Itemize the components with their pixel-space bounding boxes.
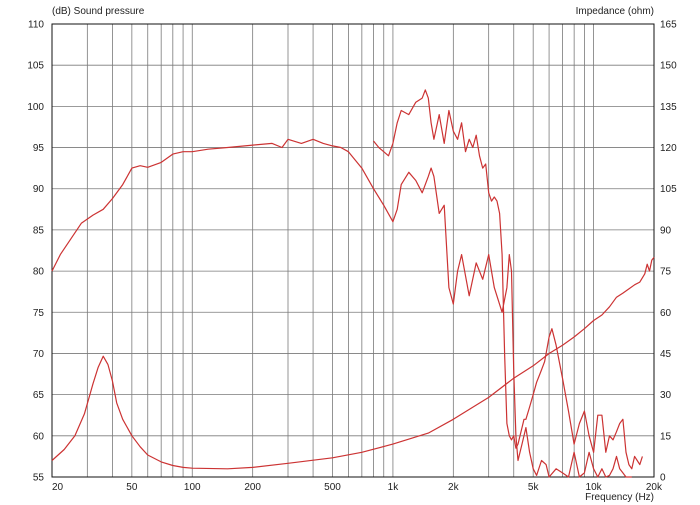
y-right-tick-label: 75 — [660, 267, 672, 278]
plot-frame — [51, 23, 655, 478]
y-right-tick-label: 165 — [660, 20, 677, 31]
sound-pressure-line-2 — [373, 89, 643, 470]
y-left-tick-label: 95 — [33, 143, 45, 154]
x-tick-label: 5k — [528, 482, 540, 493]
y-left-tick-label: 110 — [28, 20, 44, 31]
grid-lines — [52, 24, 654, 477]
x-tick-label: 20 — [52, 482, 64, 493]
y-right-tick-label: 60 — [660, 308, 672, 319]
impedance-line — [51, 257, 655, 470]
y-right-tick-label: 120 — [660, 143, 677, 154]
left-axis-label: (dB) Sound pressure — [52, 6, 145, 17]
tick-labels: 55 60 65 70 75 80 85 90 95 100 105 110 0 15 30 45 60 75 90… — [27, 20, 677, 494]
y-left-tick-label: 80 — [33, 267, 45, 278]
y-right-tick-label: 30 — [660, 390, 672, 401]
x-tick-label: 200 — [244, 482, 261, 493]
sound-pressure-line-1 — [51, 138, 632, 478]
x-axis-label: Frequency (Hz) — [585, 492, 654, 503]
y-right-tick-label: 105 — [660, 184, 677, 195]
x-tick-label: 10k — [586, 482, 603, 493]
y-left-tick-label: 105 — [27, 61, 44, 72]
y-left-tick-label: 70 — [33, 349, 45, 360]
y-right-tick-label: 15 — [660, 431, 672, 442]
y-right-tick-label: 0 — [660, 473, 666, 484]
y-left-tick-label: 75 — [33, 308, 45, 319]
x-tick-label: 500 — [324, 482, 341, 493]
x-tick-label: 1k — [388, 482, 400, 493]
x-tick-label: 2k — [448, 482, 460, 493]
y-right-tick-label: 150 — [660, 61, 677, 72]
series-layer — [51, 89, 655, 478]
y-right-tick-label: 135 — [660, 102, 677, 113]
y-right-tick-label: 45 — [660, 349, 672, 360]
y-left-tick-label: 65 — [33, 390, 45, 401]
y-left-tick-label: 55 — [33, 473, 45, 484]
y-left-tick-label: 85 — [33, 225, 45, 236]
x-tick-label: 50 — [126, 482, 138, 493]
y-left-tick-label: 60 — [33, 431, 45, 442]
x-tick-label: 20k — [646, 482, 663, 493]
y-left-tick-label: 100 — [27, 102, 44, 113]
right-axis-label: Impedance (ohm) — [576, 6, 654, 17]
y-right-tick-label: 90 — [660, 225, 672, 236]
x-tick-label: 100 — [184, 482, 201, 493]
y-left-tick-label: 90 — [33, 184, 45, 195]
